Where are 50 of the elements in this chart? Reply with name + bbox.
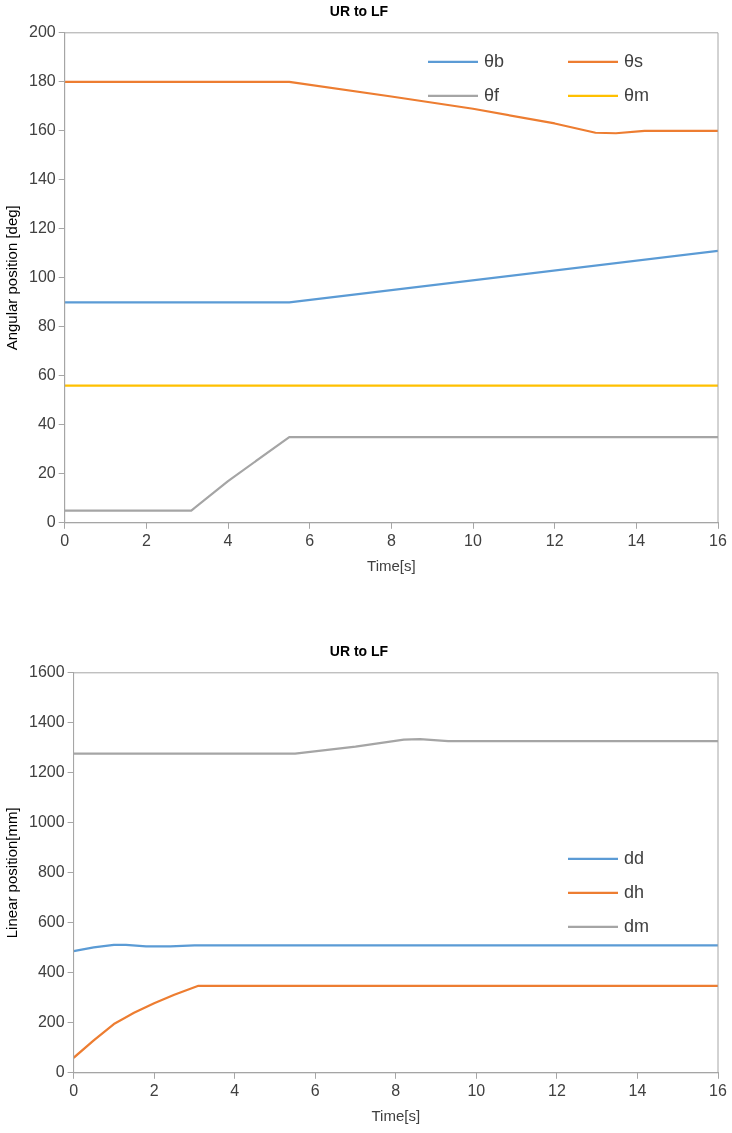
y-axis-title: Linear position[mm]: [3, 807, 21, 939]
y-tick-label: 200: [37, 1013, 65, 1031]
y-tick-label: 80: [37, 317, 56, 335]
y-tick-label: 800: [37, 863, 65, 881]
x-tick-label: 4: [230, 1081, 240, 1099]
legend-label: θm: [624, 84, 650, 105]
y-tick-label: 1200: [29, 763, 65, 781]
x-tick-label: 14: [628, 1081, 647, 1099]
y-tick-label: 60: [37, 366, 56, 384]
y-tick-label: 40: [37, 415, 56, 433]
x-axis-title: Time[s]: [367, 557, 416, 575]
x-tick-label: 6: [310, 1081, 320, 1099]
y-tick-label: 160: [28, 121, 56, 139]
x-tick-label: 10: [467, 1081, 486, 1099]
x-tick-label: 16: [709, 1081, 727, 1099]
legend-label: dm: [624, 915, 650, 936]
y-tick-label: 400: [37, 963, 65, 981]
legend-label: θs: [624, 50, 644, 71]
legend-label: θf: [484, 84, 501, 105]
legend-label: dh: [624, 881, 645, 902]
x-tick-label: 16: [709, 531, 727, 549]
y-tick-label: 1600: [29, 663, 65, 681]
y-axis-title: Angular position [deg]: [3, 205, 21, 351]
x-axis-title: Time[s]: [371, 1107, 421, 1125]
y-tick-label: 600: [37, 913, 65, 931]
x-tick-label: 10: [464, 531, 483, 549]
y-tick-label: 0: [55, 1063, 65, 1081]
y-tick-label: 20: [37, 464, 56, 482]
chart-title: UR to LF: [329, 643, 389, 660]
legend-label: dd: [624, 847, 645, 868]
y-tick-label: 200: [28, 23, 56, 41]
y-tick-label: 1000: [29, 813, 65, 831]
x-tick-label: 6: [305, 531, 315, 549]
x-tick-label: 0: [69, 1081, 79, 1099]
x-tick-label: 4: [223, 531, 233, 549]
legend-label: θb: [484, 50, 505, 71]
x-tick-label: 2: [141, 531, 151, 549]
y-tick-label: 140: [28, 170, 56, 188]
x-tick-label: 8: [386, 531, 396, 549]
x-tick-label: 12: [545, 531, 564, 549]
y-tick-label: 0: [46, 513, 56, 531]
x-tick-label: 12: [548, 1081, 566, 1099]
y-tick-label: 180: [28, 72, 56, 90]
x-tick-label: 14: [627, 531, 646, 549]
x-tick-label: 8: [391, 1081, 401, 1099]
y-tick-label: 120: [28, 219, 56, 237]
x-tick-label: 2: [149, 1081, 159, 1099]
y-tick-label: 1400: [29, 713, 65, 731]
y-tick-label: 100: [28, 268, 56, 286]
chart-title: UR to LF: [329, 3, 389, 20]
